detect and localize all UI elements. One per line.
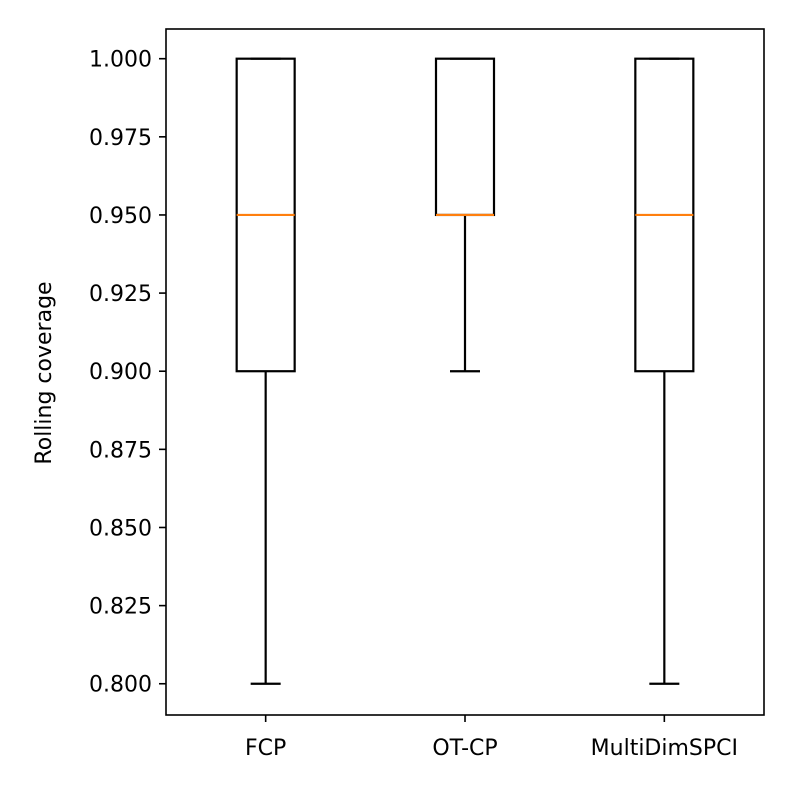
box-series bbox=[235, 57, 695, 685]
box-3 bbox=[634, 57, 695, 685]
x-axis-ticks: FCP OT-CP MultiDimSPCI bbox=[245, 715, 738, 761]
x-tick-label: FCP bbox=[245, 736, 286, 761]
y-tick-label: 0.900 bbox=[89, 360, 152, 385]
box-iqr bbox=[434, 57, 496, 217]
y-tick-label: 0.850 bbox=[89, 516, 152, 541]
x-tick-label: MultiDimSPCI bbox=[591, 736, 738, 761]
y-tick-label: 0.875 bbox=[89, 438, 152, 463]
y-tick-label: 0.925 bbox=[89, 282, 152, 307]
y-tick-label: 0.825 bbox=[89, 595, 152, 620]
y-tick-label: 0.950 bbox=[89, 204, 152, 229]
plot-frame bbox=[165, 28, 765, 716]
y-tick-label: 0.975 bbox=[89, 126, 152, 151]
x-tick-label: OT-CP bbox=[432, 736, 497, 761]
box-2 bbox=[434, 57, 496, 373]
y-axis-ticks: 0.800 0.825 0.850 0.875 0.900 0.925 0.950 0.975… bbox=[89, 48, 166, 698]
y-tick-label: 0.800 bbox=[89, 673, 152, 698]
y-axis-label: Rolling coverage bbox=[32, 281, 57, 464]
box-1 bbox=[235, 57, 296, 685]
y-tick-label: 1.000 bbox=[89, 48, 152, 73]
